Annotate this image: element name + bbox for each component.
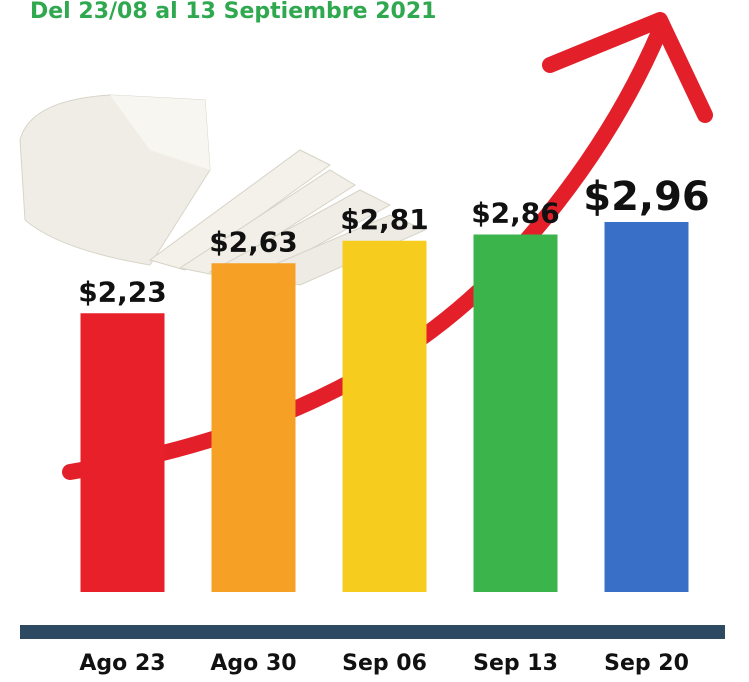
value-label: $2,23 bbox=[78, 275, 167, 308]
x-tick-label: Sep 20 bbox=[604, 651, 689, 676]
bar bbox=[211, 263, 296, 592]
x-tick-label: Sep 06 bbox=[342, 651, 427, 676]
value-label: $2,86 bbox=[471, 197, 560, 230]
x-tick-label: Ago 23 bbox=[79, 651, 165, 676]
value-label: $2,96 bbox=[583, 174, 710, 220]
bar bbox=[80, 313, 165, 592]
bar bbox=[604, 222, 689, 592]
x-tick-label: Ago 30 bbox=[210, 651, 296, 676]
base-bar bbox=[20, 625, 725, 639]
chart-subtitle: Del 23/08 al 13 Septiembre 2021 bbox=[30, 0, 436, 24]
x-tick-label: Sep 13 bbox=[473, 651, 558, 676]
value-label: $2,63 bbox=[209, 225, 298, 258]
trend-arrow bbox=[62, 12, 713, 480]
cheese-illustration bbox=[19, 94, 427, 286]
bar bbox=[473, 234, 558, 592]
bar bbox=[342, 240, 427, 592]
value-label: $2,81 bbox=[340, 203, 429, 236]
